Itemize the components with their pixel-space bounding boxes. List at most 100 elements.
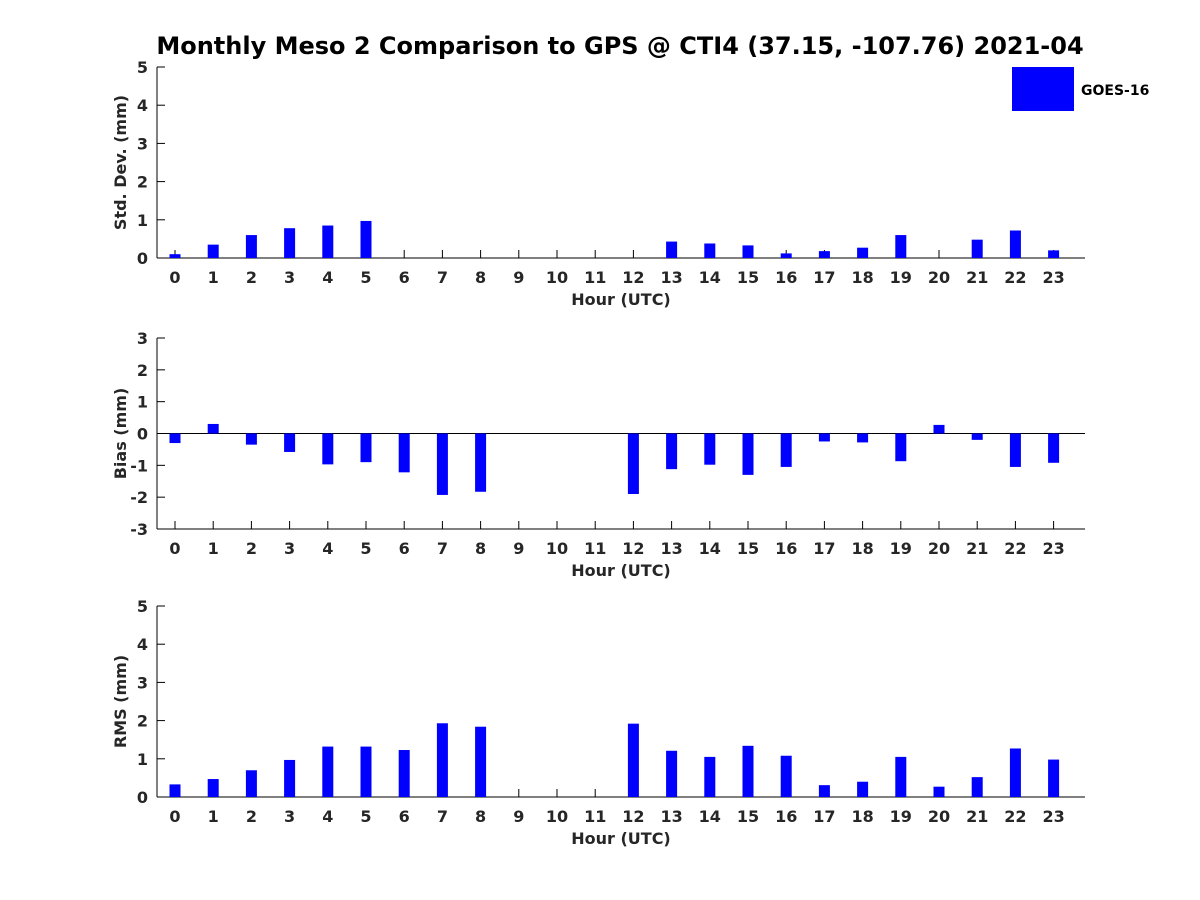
x-tick-label: 11 — [584, 268, 606, 287]
y-tick-label: 0 — [137, 425, 148, 444]
x-tick-label: 3 — [284, 539, 295, 558]
x-tick-label: 6 — [399, 268, 410, 287]
bar — [207, 779, 219, 797]
bar — [895, 235, 907, 258]
bar — [971, 239, 983, 258]
bar — [895, 433, 907, 462]
bar — [704, 433, 716, 465]
bar — [360, 746, 372, 797]
x-tick-label: 7 — [437, 268, 448, 287]
legend-swatch — [1012, 67, 1074, 111]
x-tick-label: 9 — [513, 268, 524, 287]
x-tick-label: 12 — [622, 268, 644, 287]
bar — [169, 254, 181, 258]
x-tick-label: 23 — [1042, 268, 1064, 287]
y-tick-label: 3 — [137, 134, 148, 153]
x-tick-label: 0 — [169, 268, 180, 287]
x-tick-label: 7 — [437, 807, 448, 826]
bar — [398, 750, 410, 797]
bar — [704, 243, 716, 258]
y-tick-label: 3 — [137, 673, 148, 692]
bar — [360, 220, 372, 258]
bar — [971, 433, 983, 440]
bar — [245, 235, 257, 258]
bar — [207, 423, 219, 434]
x-tick-label: 2 — [246, 268, 257, 287]
x-tick-label: 6 — [399, 807, 410, 826]
bar — [245, 770, 257, 797]
bar — [857, 433, 869, 443]
x-tick-label: 4 — [322, 539, 333, 558]
bar — [742, 433, 754, 475]
bar — [933, 786, 945, 797]
y-tick-label: 5 — [137, 58, 148, 77]
bar — [666, 750, 678, 797]
y-tick-label: -2 — [130, 488, 148, 507]
x-tick-label: 20 — [928, 268, 950, 287]
x-tick-label: 3 — [284, 807, 295, 826]
bar — [627, 723, 639, 797]
bar — [475, 433, 487, 492]
bar — [895, 756, 907, 797]
x-tick-label: 16 — [775, 539, 797, 558]
x-tick-label: 16 — [775, 268, 797, 287]
y-tick-label: 1 — [137, 750, 148, 769]
bar — [780, 253, 792, 258]
bar — [666, 433, 678, 470]
legend-label: GOES-16 — [1081, 83, 1149, 99]
x-axis-label: Hour (UTC) — [571, 561, 671, 580]
x-tick-label: 10 — [546, 268, 568, 287]
x-tick-label: 17 — [813, 807, 835, 826]
bar — [207, 244, 219, 258]
y-tick-label: 1 — [137, 211, 148, 230]
x-tick-label: 13 — [660, 807, 682, 826]
x-tick-label: 8 — [475, 539, 486, 558]
x-tick-label: 4 — [322, 807, 333, 826]
x-tick-label: 0 — [169, 807, 180, 826]
x-tick-label: 15 — [737, 807, 759, 826]
bar — [1009, 433, 1021, 467]
bar — [780, 755, 792, 797]
x-tick-label: 19 — [890, 807, 912, 826]
x-tick-label: 17 — [813, 539, 835, 558]
x-tick-label: 15 — [737, 539, 759, 558]
bar — [360, 433, 372, 463]
x-tick-label: 18 — [851, 807, 873, 826]
x-axis-label: Hour (UTC) — [571, 290, 671, 309]
x-tick-label: 2 — [246, 807, 257, 826]
bar — [398, 433, 410, 473]
bar — [627, 433, 639, 494]
bar — [933, 424, 945, 434]
y-tick-label: 4 — [137, 635, 148, 654]
bar — [1048, 759, 1060, 797]
y-axis-label: Bias (mm) — [111, 388, 130, 480]
x-tick-label: 11 — [584, 539, 606, 558]
bar — [322, 433, 334, 465]
bar — [818, 251, 830, 258]
x-tick-label: 11 — [584, 807, 606, 826]
x-tick-label: 14 — [699, 539, 721, 558]
x-tick-label: 20 — [928, 807, 950, 826]
bar — [780, 433, 792, 467]
x-tick-label: 23 — [1042, 807, 1064, 826]
x-tick-label: 1 — [208, 807, 219, 826]
x-tick-label: 16 — [775, 807, 797, 826]
bar — [742, 745, 754, 797]
x-tick-label: 8 — [475, 807, 486, 826]
x-tick-label: 19 — [890, 268, 912, 287]
x-tick-label: 18 — [851, 268, 873, 287]
bar — [322, 746, 334, 797]
x-tick-label: 1 — [208, 539, 219, 558]
x-tick-label: 22 — [1004, 807, 1026, 826]
y-tick-label: 4 — [137, 96, 148, 115]
bar — [1009, 748, 1021, 797]
bar — [742, 245, 754, 258]
y-tick-label: 5 — [137, 597, 148, 616]
x-tick-label: 14 — [699, 807, 721, 826]
bar — [475, 726, 487, 797]
y-tick-label: 2 — [137, 712, 148, 731]
bar — [169, 433, 181, 444]
x-tick-label: 15 — [737, 268, 759, 287]
